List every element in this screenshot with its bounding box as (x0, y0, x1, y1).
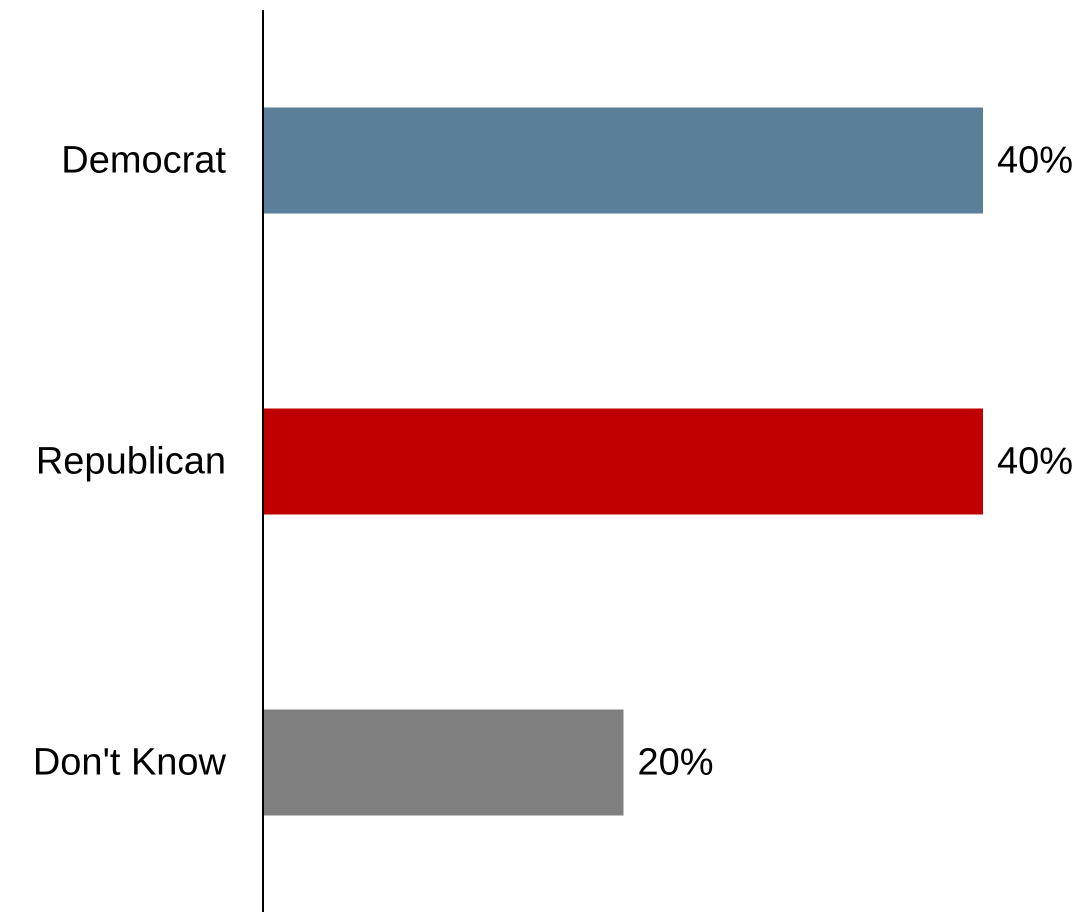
category-label-republican: Republican (36, 441, 226, 483)
bars-layer (264, 107, 983, 816)
bar-don-t-know (264, 709, 624, 816)
value-label-democrat: 40% (997, 140, 1073, 182)
bar-democrat (264, 107, 983, 214)
category-label-don-t-know: Don't Know (33, 742, 227, 784)
value-label-republican: 40% (997, 441, 1073, 483)
labels-layer: Democrat 40% Republican 40% Don't Know 20% (33, 140, 1073, 784)
value-label-don-t-know: 20% (638, 742, 714, 784)
bar-republican (264, 408, 983, 515)
category-label-democrat: Democrat (61, 140, 226, 182)
